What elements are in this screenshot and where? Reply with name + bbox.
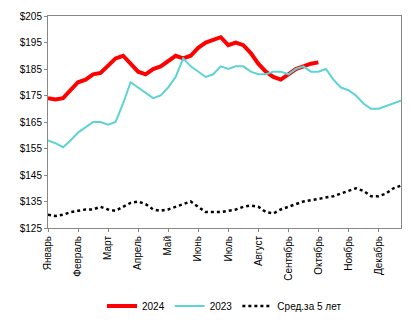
- svg-text:Ноябрь: Ноябрь: [343, 236, 354, 271]
- svg-text:Июнь: Июнь: [192, 236, 203, 261]
- svg-text:$185: $185: [20, 64, 43, 75]
- svg-text:Январь: Январь: [42, 236, 53, 270]
- svg-text:$155: $155: [20, 143, 43, 154]
- svg-text:Сред.за 5 лет: Сред.за 5 лет: [277, 301, 341, 312]
- svg-text:$205: $205: [20, 11, 43, 22]
- svg-text:$175: $175: [20, 90, 43, 101]
- svg-text:Март: Март: [102, 236, 113, 260]
- svg-text:$165: $165: [20, 117, 43, 128]
- svg-text:Май: Май: [162, 236, 173, 256]
- svg-text:Декабрь: Декабрь: [373, 236, 384, 275]
- svg-text:Февраль: Февраль: [72, 236, 83, 277]
- svg-text:Апрель: Апрель: [132, 236, 143, 270]
- svg-text:$125: $125: [20, 223, 43, 234]
- svg-text:$135: $135: [20, 196, 43, 207]
- svg-text:Октябрь: Октябрь: [313, 236, 324, 275]
- svg-text:2023: 2023: [210, 301, 233, 312]
- svg-text:Сентябрь: Сентябрь: [283, 236, 294, 281]
- svg-text:2024: 2024: [142, 301, 165, 312]
- svg-text:$195: $195: [20, 37, 43, 48]
- svg-text:Август: Август: [253, 236, 264, 267]
- svg-text:$145: $145: [20, 170, 43, 181]
- svg-text:Июль: Июль: [223, 236, 234, 262]
